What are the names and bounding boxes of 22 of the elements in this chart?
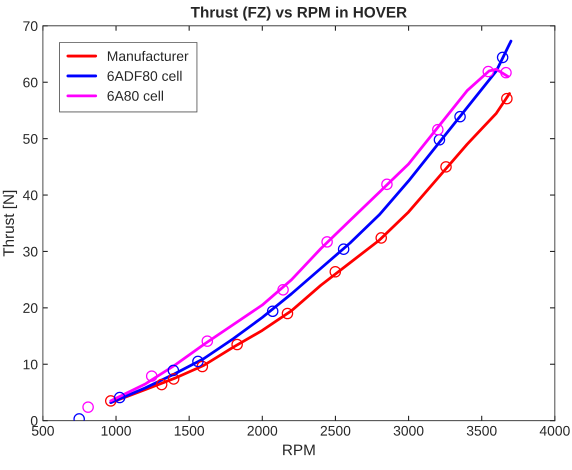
y-tick-label: 60 [23, 78, 38, 88]
legend-label: 6ADF80 cell [107, 70, 182, 81]
x-tick-label: 1500 [174, 426, 204, 436]
x-tick-label: 2500 [320, 426, 350, 436]
y-tick-label: 10 [24, 360, 38, 370]
y-tick-label: 30 [23, 246, 38, 257]
legend-label: 6A80 cell [107, 90, 163, 101]
x-axis-title: RPM [283, 444, 315, 456]
y-tick-label: 20 [23, 303, 38, 314]
x-tick-label: 3000 [394, 426, 424, 436]
legend-label: Manufacturer [108, 50, 188, 62]
y-tick-label: 70 [23, 21, 38, 32]
x-tick-label: 2000 [248, 426, 278, 436]
y-axis-title: Thrust [N] [2, 190, 18, 256]
x-tick-label: 3500 [466, 426, 497, 436]
x-tick-label: 500 [32, 426, 54, 436]
y-tick-label: 50 [23, 134, 38, 144]
chart-title: Thrust (FZ) vs RPM in HOVER [190, 6, 407, 21]
y-tick-label: 0 [30, 416, 38, 426]
x-tick-label: 4000 [540, 426, 570, 436]
x-tick-label: 1000 [102, 426, 131, 436]
y-tick-label: 40 [22, 190, 38, 200]
